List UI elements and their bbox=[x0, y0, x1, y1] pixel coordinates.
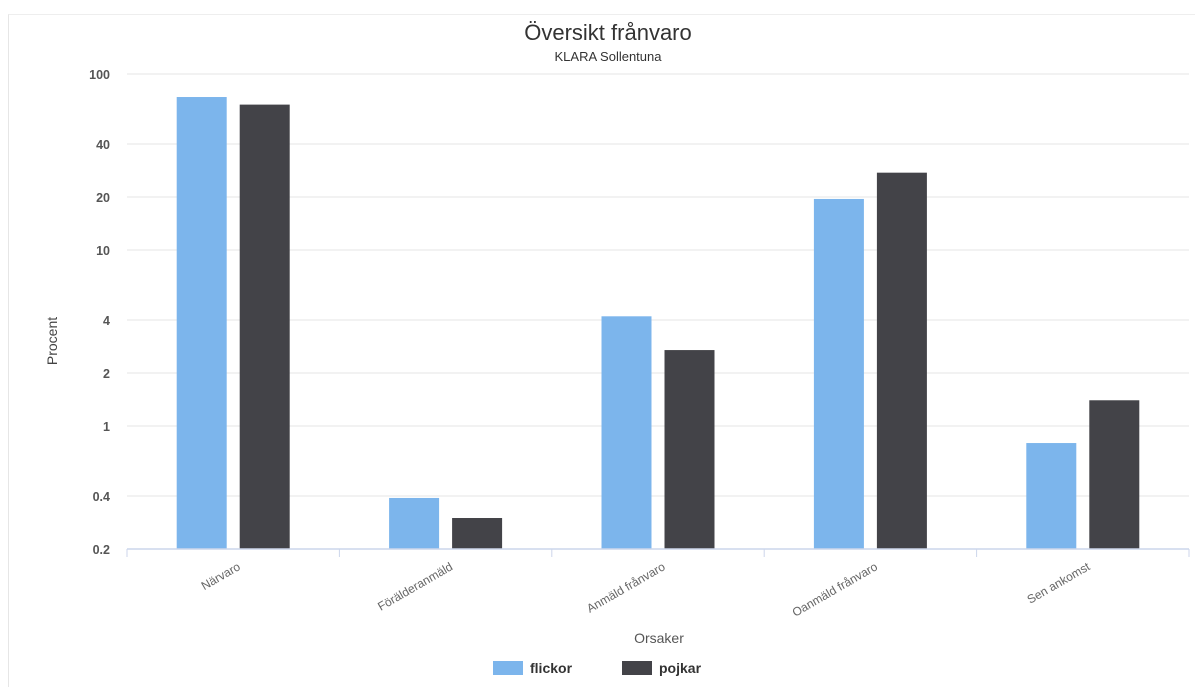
x-axis: Närvaro Förälderanmäld Anmäld frånvaro Oanm… bbox=[126, 548, 1190, 620]
y-tick-label: 10 bbox=[96, 244, 110, 258]
bar-flickor[interactable] bbox=[176, 97, 227, 549]
legend[interactable]: flickor pojkar bbox=[493, 660, 702, 676]
bar-flickor[interactable] bbox=[813, 198, 864, 550]
bar-pojkar[interactable] bbox=[876, 172, 927, 549]
y-tick-label: 1 bbox=[103, 420, 110, 434]
legend-swatch bbox=[622, 661, 652, 675]
bar-pojkar[interactable] bbox=[239, 104, 290, 550]
legend-item-pojkar[interactable]: pojkar bbox=[622, 660, 702, 676]
y-tick-label: 2 bbox=[103, 367, 110, 381]
grid-lines bbox=[127, 73, 1189, 550]
bar-flickor[interactable] bbox=[601, 316, 652, 549]
legend-swatch bbox=[493, 661, 523, 675]
legend-label: flickor bbox=[530, 660, 573, 676]
x-tick-label: Närvaro bbox=[199, 559, 243, 593]
x-tick-label: Oanmäld frånvaro bbox=[790, 559, 880, 619]
y-tick-label: 0.4 bbox=[93, 490, 110, 504]
chart-title: Översikt frånvaro bbox=[524, 20, 692, 45]
bar-flickor[interactable] bbox=[1026, 443, 1077, 549]
bar-chart: Översikt frånvaro KLARA Sollentuna 0.20.… bbox=[44, 20, 1190, 676]
x-tick-label: Förälderanmäld bbox=[375, 559, 455, 613]
legend-item-flickor[interactable]: flickor bbox=[493, 660, 573, 676]
x-tick-label: Sen ankomst bbox=[1025, 559, 1093, 606]
bar-pojkar[interactable] bbox=[452, 518, 503, 549]
bar-pojkar[interactable] bbox=[664, 350, 715, 549]
bar-pojkar[interactable] bbox=[1089, 400, 1140, 549]
x-axis-title: Orsaker bbox=[634, 630, 684, 646]
x-tick-label: Anmäld frånvaro bbox=[584, 559, 668, 615]
chart-subtitle: KLARA Sollentuna bbox=[555, 49, 663, 64]
y-axis-title: Procent bbox=[44, 317, 60, 365]
y-tick-label: 100 bbox=[89, 68, 110, 82]
y-tick-label: 0.2 bbox=[93, 543, 110, 557]
bar-flickor[interactable] bbox=[389, 497, 440, 549]
legend-label: pojkar bbox=[659, 660, 702, 676]
y-axis-ticks: 0.2 0.4 1 2 4 10 20 40 100 bbox=[89, 68, 110, 557]
y-tick-label: 4 bbox=[103, 314, 110, 328]
y-tick-label: 20 bbox=[96, 191, 110, 205]
y-tick-label: 40 bbox=[96, 138, 110, 152]
chart-frame: Översikt frånvaro KLARA Sollentuna 0.2 0.… bbox=[8, 14, 1195, 687]
bars bbox=[176, 97, 1140, 550]
